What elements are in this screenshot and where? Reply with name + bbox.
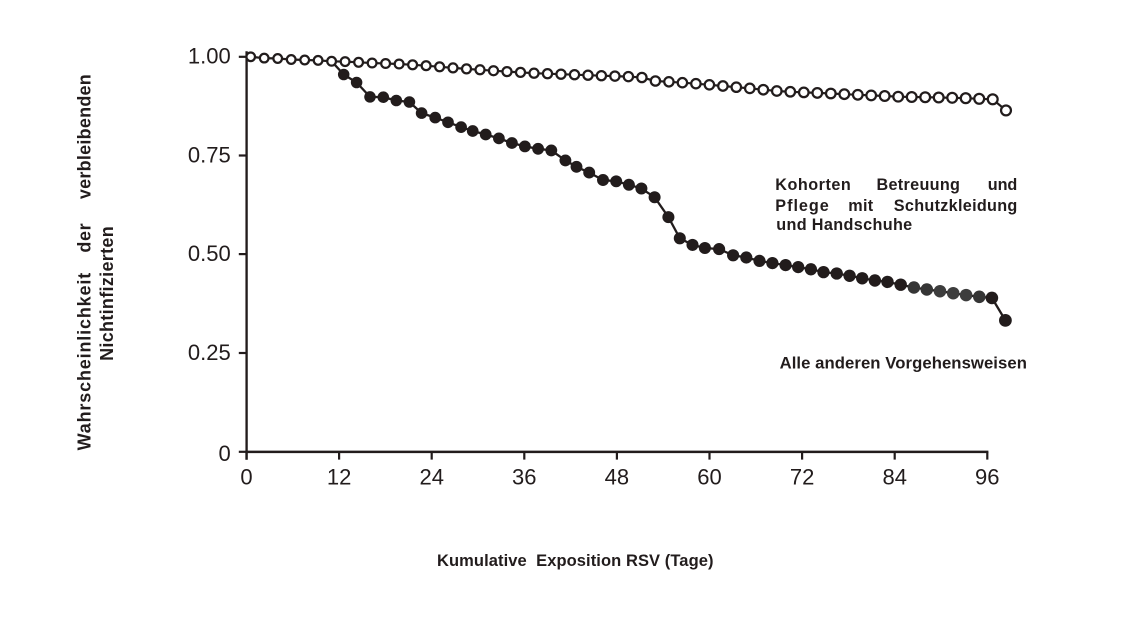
svg-text:96: 96 xyxy=(975,464,999,489)
svg-text:Kohorten: Kohorten xyxy=(775,176,851,194)
svg-text:und: und xyxy=(988,176,1018,194)
svg-text:Schutzkleidung: Schutzkleidung xyxy=(894,197,1018,215)
svg-text:verbleibenden: verbleibenden xyxy=(74,74,94,199)
svg-text:der: der xyxy=(74,223,94,252)
svg-text:0.50: 0.50 xyxy=(188,241,231,266)
svg-text:48: 48 xyxy=(605,464,629,489)
svg-text:Pflege: Pflege xyxy=(775,197,829,215)
svg-text:0: 0 xyxy=(218,441,230,466)
svg-text:60: 60 xyxy=(697,464,721,489)
svg-text:1.00: 1.00 xyxy=(188,44,231,69)
svg-text:Nichtinfizierten: Nichtinfizierten xyxy=(97,226,117,361)
svg-text:24: 24 xyxy=(419,464,443,489)
svg-text:Betreuung: Betreuung xyxy=(876,176,960,194)
svg-text:12: 12 xyxy=(327,464,351,489)
svg-text:84: 84 xyxy=(882,464,906,489)
svg-text:0: 0 xyxy=(240,464,252,489)
svg-text:und Handschuhe: und Handschuhe xyxy=(776,216,912,234)
svg-text:72: 72 xyxy=(790,464,814,489)
svg-text:0.75: 0.75 xyxy=(188,142,231,167)
svg-text:Wahrscheinlichkeit: Wahrscheinlichkeit xyxy=(74,273,94,451)
svg-text:Alle anderen Vorgehensweisen: Alle anderen Vorgehensweisen xyxy=(780,353,1027,372)
svg-text:0.25: 0.25 xyxy=(188,340,231,365)
svg-text:Kumulative Exposition RSV (Ta: Kumulative Exposition RSV (Tage) xyxy=(437,552,714,570)
svg-text:mit: mit xyxy=(848,197,874,215)
svg-text:36: 36 xyxy=(512,464,536,489)
